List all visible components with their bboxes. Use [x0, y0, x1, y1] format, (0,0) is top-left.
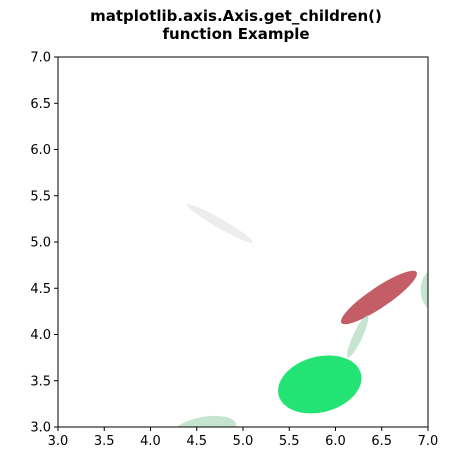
y-tick-label-7: 6.5: [30, 97, 51, 112]
chart-title-line-1: matplotlib.axis.Axis.get_children(): [90, 7, 382, 25]
y-tick-label-6: 6.0: [30, 143, 51, 158]
chart-title-line-2: function Example: [162, 25, 309, 43]
x-tick-label-5: 5.5: [279, 434, 300, 449]
y-tick-label-0: 3.0: [30, 421, 51, 436]
plot-background: [58, 57, 428, 427]
x-tick-label-3: 4.5: [186, 434, 207, 449]
x-tick-label-8: 7.0: [418, 434, 439, 449]
ellipse-5: [172, 415, 237, 427]
y-tick-label-1: 3.5: [30, 374, 51, 389]
x-axis: 3.0 3.5 4.0 4.5 5.0 5.5 6.0 6.5 7.0: [48, 427, 439, 449]
y-tick-label-5: 5.5: [30, 189, 51, 204]
x-tick-label-1: 3.5: [94, 434, 115, 449]
ellipse-4: [278, 355, 362, 414]
x-tick-label-4: 5.0: [233, 434, 254, 449]
y-tick-label-4: 5.0: [30, 236, 51, 251]
y-tick-label-8: 7.0: [30, 51, 51, 66]
x-tick-label-7: 6.5: [371, 434, 392, 449]
y-tick-label-2: 4.0: [30, 328, 51, 343]
x-tick-label-2: 4.0: [140, 434, 161, 449]
y-tick-label-3: 4.5: [30, 282, 51, 297]
ellipse-1: [340, 270, 417, 325]
ellipse-2: [420, 271, 428, 309]
x-tick-label-0: 3.0: [48, 434, 69, 449]
ellipse-3: [347, 315, 369, 358]
ellipse-0: [186, 204, 253, 243]
y-axis: 3.0 3.5 4.0 4.5 5.0 5.5 6.0 6.5 7.0: [30, 51, 58, 436]
ellipses-layer: [172, 204, 428, 427]
x-tick-label-6: 6.0: [325, 434, 346, 449]
